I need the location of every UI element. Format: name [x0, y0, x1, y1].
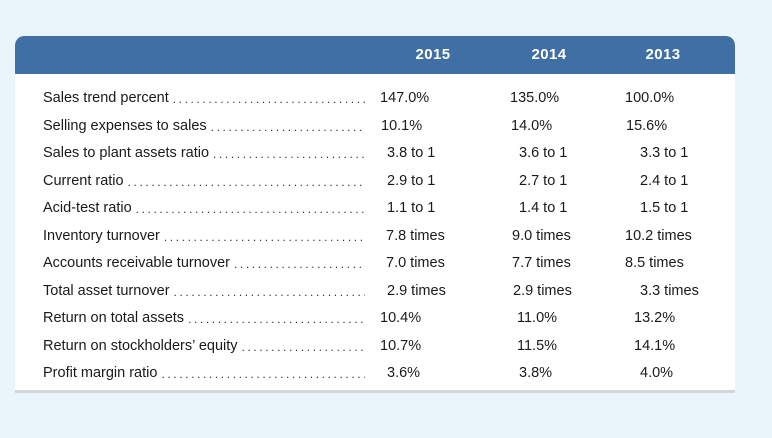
value-2015: 7.8 times — [386, 227, 445, 244]
dot-leader: ........................................… — [234, 257, 365, 271]
row-label: Selling expenses to sales — [43, 117, 207, 134]
value-2015: 1.1 to 1 — [387, 200, 436, 216]
value-2013: 1.5 to 1 — [640, 200, 689, 216]
value-2013: 4.0% — [640, 365, 674, 381]
table-header: 2015 2014 2013 — [15, 36, 735, 74]
row-label-cell: Accounts receivable turnover............… — [43, 255, 365, 271]
dot-leader: ........................................… — [173, 284, 365, 299]
value-2014: 3.6 to 1 — [519, 145, 568, 161]
row-label: Return on total assets — [43, 310, 185, 326]
table-row: Return on total assets..................… — [15, 305, 735, 332]
value-2015: 147.0% — [380, 90, 430, 106]
dot-leader: ........................................… — [213, 147, 365, 161]
column-header-2014: 2014 — [531, 46, 567, 63]
value-2015: 3.6% — [387, 365, 421, 381]
value-2013: 2.4 to 1 — [640, 172, 689, 189]
row-label-cell: Selling expenses to sales...............… — [43, 118, 365, 134]
row-label-cell: Inventory turnover......................… — [43, 228, 365, 244]
value-2015: 10.4% — [380, 310, 422, 326]
value-2013: 3.3 to 1 — [640, 145, 689, 161]
table-row: Inventory turnover......................… — [15, 223, 735, 250]
row-label-cell: Sales to plant assets ratio.............… — [43, 145, 365, 161]
row-label: Return on stockholders’ equity — [43, 337, 238, 354]
table-row: Sales trend percent.....................… — [15, 85, 735, 112]
table-row: Selling expenses to sales...............… — [15, 113, 735, 140]
table-row: Accounts receivable turnover............… — [15, 250, 735, 277]
value-2014: 135.0% — [510, 90, 560, 106]
value-2014: 11.5% — [517, 337, 558, 354]
dot-leader: ........................................… — [188, 312, 365, 326]
value-2015: 10.1% — [381, 117, 423, 134]
column-header-2013: 2013 — [645, 46, 681, 63]
value-2014: 7.7 times — [512, 255, 571, 271]
ratio-table: 2015 2014 2013 Sales trend percent......… — [15, 36, 735, 393]
value-2013: 10.2 times — [625, 227, 692, 244]
value-2014: 1.4 to 1 — [519, 200, 568, 216]
dot-leader: ........................................… — [135, 202, 365, 216]
row-label: Total asset turnover — [43, 282, 170, 299]
value-2013: 100.0% — [625, 90, 675, 106]
table-row: Total asset turnover....................… — [15, 278, 735, 305]
value-2014: 3.8% — [519, 365, 553, 381]
table-row: Acid-test ratio.........................… — [15, 195, 735, 222]
row-label-cell: Sales trend percent.....................… — [43, 90, 365, 106]
value-2013: 13.2% — [634, 310, 676, 326]
table-row: Profit margin ratio.....................… — [15, 360, 735, 387]
value-2015: 7.0 times — [386, 255, 445, 271]
row-label: Inventory turnover — [43, 227, 160, 244]
row-label: Acid-test ratio — [43, 200, 132, 216]
value-2013: 8.5 times — [625, 255, 684, 271]
table-row: Current ratio...........................… — [15, 168, 735, 195]
value-2014: 2.9 times — [513, 282, 572, 299]
dot-leader: ........................................… — [127, 174, 365, 189]
table-row: Sales to plant assets ratio.............… — [15, 140, 735, 167]
row-label: Accounts receivable turnover — [43, 255, 230, 271]
value-2014: 11.0% — [517, 310, 558, 326]
row-label: Sales to plant assets ratio — [43, 145, 210, 161]
row-label-cell: Current ratio...........................… — [43, 173, 365, 189]
row-label: Current ratio — [43, 172, 124, 189]
value-2014: 2.7 to 1 — [519, 172, 568, 189]
dot-leader: ........................................… — [172, 92, 365, 106]
row-label: Profit margin ratio — [43, 365, 158, 381]
row-label-cell: Total asset turnover....................… — [43, 283, 365, 299]
value-2013: 14.1% — [634, 337, 676, 354]
dot-leader: ........................................… — [210, 119, 365, 134]
dot-leader: ........................................… — [161, 367, 365, 381]
table-row: Return on stockholders’ equity..........… — [15, 333, 735, 360]
row-label-cell: Acid-test ratio.........................… — [43, 200, 365, 216]
row-label-cell: Profit margin ratio.....................… — [43, 365, 365, 381]
value-2015: 3.8 to 1 — [387, 145, 436, 161]
row-label: Sales trend percent — [43, 90, 169, 106]
value-2013: 15.6% — [626, 117, 668, 134]
value-2013: 3.3 times — [640, 282, 699, 299]
value-2014: 14.0% — [511, 117, 553, 134]
value-2015: 10.7% — [380, 337, 422, 354]
value-2015: 2.9 times — [387, 282, 446, 299]
value-2014: 9.0 times — [512, 227, 571, 244]
value-2015: 2.9 to 1 — [387, 172, 436, 189]
row-label-cell: Return on total assets..................… — [43, 310, 365, 326]
row-label-cell: Return on stockholders’ equity..........… — [43, 338, 365, 354]
column-header-2015: 2015 — [415, 46, 451, 63]
dot-leader: ........................................… — [241, 339, 365, 354]
dot-leader: ........................................… — [163, 229, 365, 244]
